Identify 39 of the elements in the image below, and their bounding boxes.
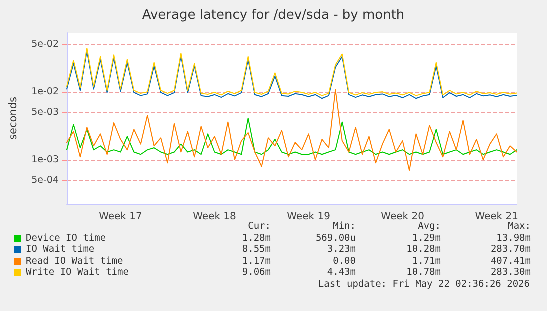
chart-title: Average latency for /dev/sda - by month (142, 8, 405, 23)
text: Avg: (418, 221, 441, 232)
y-tick-label: 1e-03 (32, 154, 59, 166)
text: 8.55m (242, 244, 271, 255)
text: 13.98m (496, 232, 531, 244)
text: 569.00u (316, 232, 356, 244)
text: 10.28m (406, 244, 441, 255)
text: Last update: Fri May 22 02:36:26 2026 (318, 278, 530, 290)
y-tick-label: 5e-03 (32, 107, 59, 118)
legend-label: IO Wait time (26, 244, 95, 255)
x-tick-label: Week 18 (193, 212, 236, 222)
text: 1.29m (412, 232, 441, 244)
text: 0.00 (333, 256, 356, 266)
x-tick-label: Week 20 (381, 212, 424, 222)
text: 1.71m (412, 256, 441, 266)
y-axis-title: seconds (8, 97, 20, 140)
line-series (66, 90, 518, 172)
line-series (66, 118, 518, 156)
text: 3.23m (327, 244, 356, 255)
text: Min: (333, 221, 356, 232)
legend-label: Write IO Wait time (26, 267, 129, 278)
text: 1.17m (242, 256, 271, 266)
text: Max: (508, 221, 531, 232)
y-tick-label: 5e-04 (32, 174, 59, 186)
text: 4.43m (327, 267, 356, 278)
text: 1.28m (242, 232, 271, 244)
text: Cur: (248, 221, 271, 232)
y-tick-label: 1e-02 (32, 86, 59, 98)
legend-label: Device IO time (26, 232, 106, 244)
legend-label: Read IO Wait time (26, 256, 124, 266)
text: 283.70m (490, 244, 531, 255)
x-tick-label: Week 19 (287, 212, 330, 222)
text: 407.41m (490, 256, 531, 266)
text: 9.06m (242, 267, 271, 278)
text: 10.78m (406, 267, 441, 278)
text: 283.30m (490, 267, 531, 278)
y-tick-label: 5e-02 (32, 39, 59, 50)
x-tick-label: Week 21 (475, 212, 519, 222)
x-tick-label: Week 17 (99, 212, 142, 222)
